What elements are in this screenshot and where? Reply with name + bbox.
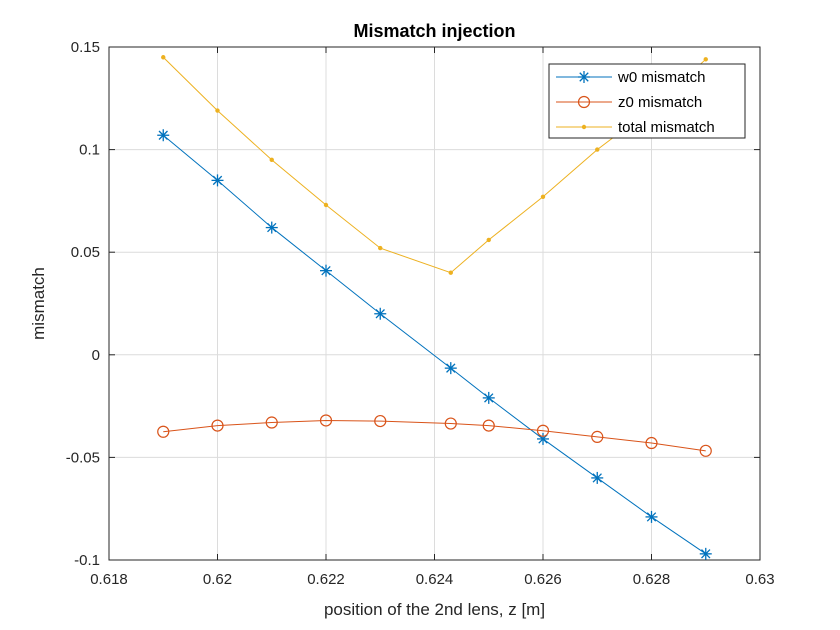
series-w0-mismatch (157, 129, 712, 560)
data-point-z0-mismatch (374, 414, 387, 428)
y-tick-label: -0.1 (74, 552, 100, 569)
y-tick-label: 0.1 (79, 142, 100, 159)
data-point-total-mismatch (595, 147, 600, 152)
data-point-z0-mismatch (211, 419, 224, 432)
legend-marker-z0-mismatch (577, 95, 591, 109)
data-point-w0-mismatch (645, 510, 658, 523)
data-point-total-mismatch (448, 270, 453, 275)
legend-marker-total-mismatch (581, 124, 587, 130)
legend-entry-total-mismatch: total mismatch (618, 119, 715, 136)
series-z0-mismatch (157, 414, 712, 457)
y-tick-label: -0.05 (66, 449, 100, 466)
data-point-w0-mismatch (591, 471, 604, 484)
legend-entry-z0-mismatch: z0 mismatch (618, 94, 702, 111)
x-tick-label: 0.628 (633, 571, 671, 588)
data-point-w0-mismatch (444, 362, 457, 375)
data-point-total-mismatch (323, 202, 329, 208)
data-point-w0-mismatch (320, 264, 332, 277)
legend-swatches (556, 71, 612, 130)
legend: w0 mismatch z0 mismatch total mismatch (548, 63, 746, 139)
x-tick-label: 0.624 (416, 571, 454, 588)
data-point-w0-mismatch (265, 221, 278, 234)
data-point-z0-mismatch (482, 419, 495, 432)
data-point-z0-mismatch (699, 444, 712, 457)
series-line-z0-mismatch (163, 419, 706, 452)
data-point-z0-mismatch (157, 425, 170, 438)
x-tick-label: 0.618 (90, 571, 128, 588)
legend-marker-w0-mismatch (578, 71, 590, 83)
legend-entry-w0-mismatch: w0 mismatch (617, 69, 706, 86)
data-point-w0-mismatch (374, 307, 387, 320)
data-point-z0-mismatch (444, 417, 457, 430)
data-point-total-mismatch (215, 108, 220, 113)
x-axis-label: position of the 2nd lens, z [m] (324, 600, 545, 619)
data-point-z0-mismatch (645, 436, 658, 450)
y-tick-label: 0.15 (71, 39, 100, 56)
data-point-total-mismatch (703, 57, 708, 62)
x-tick-label: 0.63 (745, 571, 774, 588)
data-point-z0-mismatch (319, 414, 333, 427)
data-point-total-mismatch (269, 157, 274, 163)
data-point-w0-mismatch (211, 174, 224, 187)
x-tick-label: 0.62 (203, 571, 232, 588)
data-point-z0-mismatch (591, 430, 604, 443)
data-point-w0-mismatch (482, 391, 495, 404)
y-axis-label: mismatch (29, 267, 48, 340)
data-point-total-mismatch (378, 245, 383, 251)
x-tick-label: 0.622 (307, 571, 345, 588)
y-tick-label: 0 (92, 347, 100, 364)
y-tick-label: 0.05 (71, 244, 100, 261)
axis-ticks: 0.618 0.62 0.622 0.624 0.626 0.628 0.63 -0.1 -0.… (66, 39, 775, 588)
data-point-w0-mismatch (699, 547, 712, 560)
data-point-w0-mismatch (157, 129, 170, 142)
data-point-z0-mismatch (536, 424, 550, 437)
chart-title: Mismatch injection (353, 21, 515, 41)
data-point-total-mismatch (540, 194, 546, 199)
data-point-z0-mismatch (265, 416, 278, 429)
series-layer (157, 55, 712, 560)
data-point-total-mismatch (161, 55, 166, 60)
x-tick-label: 0.626 (524, 571, 562, 588)
legend-box (548, 63, 746, 139)
data-point-total-mismatch (486, 237, 491, 243)
